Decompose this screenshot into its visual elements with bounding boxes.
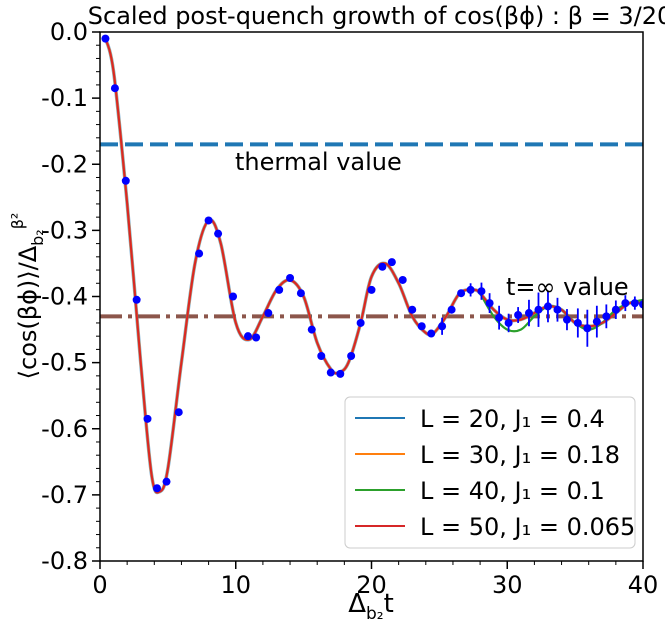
data-point xyxy=(621,299,630,308)
data-point xyxy=(336,369,345,378)
data-point xyxy=(477,287,486,296)
data-point xyxy=(229,292,238,301)
data-point xyxy=(307,325,316,334)
legend-box xyxy=(344,396,636,549)
data-point xyxy=(243,332,252,341)
y-tick-label: -0.4 xyxy=(41,283,88,311)
data-point xyxy=(466,285,475,294)
legend-label: L = 50, J₁ = 0.065 xyxy=(420,513,635,541)
data-point xyxy=(286,273,295,282)
data-point xyxy=(296,289,305,298)
data-point xyxy=(438,322,447,331)
data-point xyxy=(514,311,523,320)
data-point xyxy=(174,408,183,417)
y-tick-label: -0.1 xyxy=(41,84,88,112)
legend: L = 20, J₁ = 0.4 L = 30, J₁ = 0.18 L = 40,… xyxy=(344,396,636,549)
legend-label: L = 40, J₁ = 0.1 xyxy=(420,477,605,505)
y-tick-label: -0.7 xyxy=(41,481,88,509)
thermal-value-label: thermal value xyxy=(235,148,402,176)
data-point xyxy=(504,318,513,327)
data-point xyxy=(553,305,562,314)
data-point xyxy=(110,84,119,93)
data-point xyxy=(495,313,504,322)
data-point xyxy=(264,309,273,318)
chart-title: Scaled post-quench growth of cos(βϕ) : β… xyxy=(88,2,665,30)
data-point xyxy=(252,333,261,342)
data-point xyxy=(398,275,407,284)
x-tick-label: 0 xyxy=(92,571,107,599)
t-infinity-value-label: t=∞ value xyxy=(506,273,629,301)
legend-label: L = 20, J₁ = 0.4 xyxy=(420,405,605,433)
data-point xyxy=(204,216,213,225)
data-point xyxy=(583,324,592,333)
x-tick-label: 10 xyxy=(220,571,251,599)
data-point xyxy=(143,414,152,423)
x-tick-label: 40 xyxy=(628,571,659,599)
data-point xyxy=(602,312,611,321)
data-point xyxy=(378,262,387,271)
data-point xyxy=(367,285,376,294)
data-point xyxy=(592,317,601,326)
data-point xyxy=(447,305,456,314)
y-tick-label: -0.6 xyxy=(41,415,88,443)
data-point xyxy=(630,299,639,308)
data-point xyxy=(639,300,643,309)
y-tick-label: 0.0 xyxy=(50,18,88,46)
y-tick-label: -0.8 xyxy=(41,547,88,575)
y-tick-label: -0.2 xyxy=(41,150,88,178)
data-point xyxy=(214,229,223,238)
data-point xyxy=(317,352,326,361)
data-point xyxy=(611,305,620,314)
data-point xyxy=(562,315,571,324)
y-tick-label: -0.5 xyxy=(41,349,88,377)
data-point xyxy=(121,176,130,185)
data-point xyxy=(524,309,533,318)
axis-ticks: 0 10 20 30 40 0.0 -0.1 -0.2 -0.3 -0.4 -0.5 -0.6 -0.7… xyxy=(41,18,658,599)
data-point xyxy=(162,477,171,486)
y-axis-label: ⟨cos(βϕ)⟩/Δb₂β² xyxy=(8,213,47,380)
legend-label: L = 30, J₁ = 0.18 xyxy=(420,441,620,469)
data-point xyxy=(195,249,204,258)
data-point xyxy=(408,305,417,314)
data-point xyxy=(326,368,335,377)
data-point xyxy=(543,302,552,311)
data-point xyxy=(132,295,141,304)
data-point xyxy=(485,299,494,308)
y-tick-label: -0.3 xyxy=(41,216,88,244)
data-point xyxy=(101,34,110,43)
data-point xyxy=(417,322,426,331)
plot-area xyxy=(100,34,643,495)
data-point xyxy=(347,352,356,361)
data-point xyxy=(534,305,543,314)
x-tick-label: 20 xyxy=(356,571,387,599)
data-point xyxy=(356,318,365,327)
x-tick-label: 30 xyxy=(492,571,523,599)
data-point xyxy=(275,285,284,294)
data-point xyxy=(457,289,466,298)
data-point xyxy=(427,329,436,338)
data-point xyxy=(573,318,582,327)
data-point xyxy=(153,484,162,493)
data-point xyxy=(387,258,396,267)
